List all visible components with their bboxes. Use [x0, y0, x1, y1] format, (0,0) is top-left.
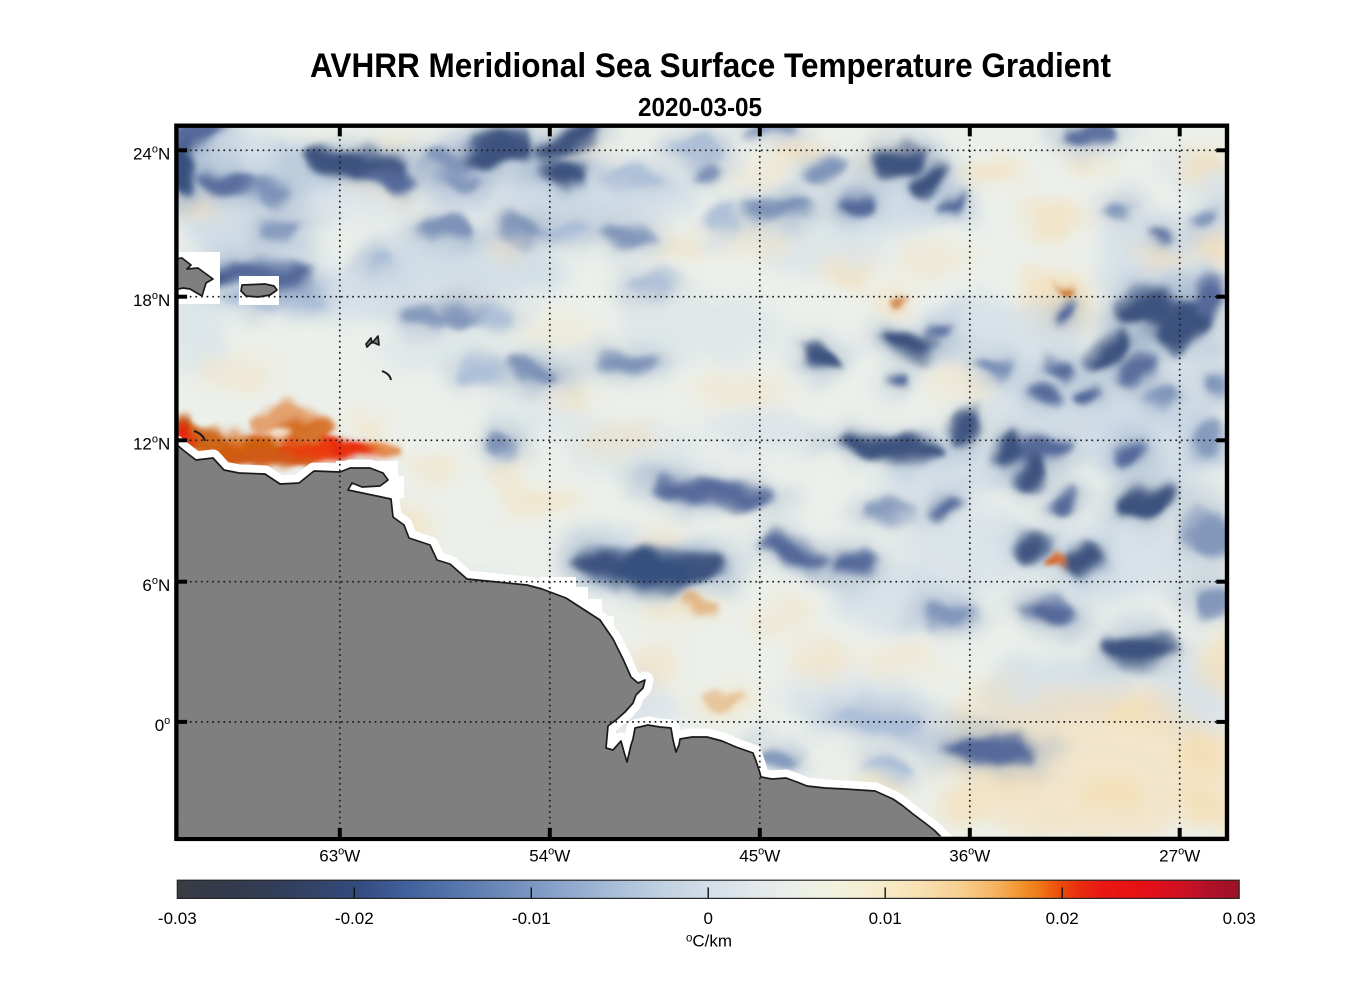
svg-text:45oW: 45oW [739, 846, 780, 866]
svg-text:27oW: 27oW [1159, 846, 1200, 866]
svg-text:0: 0 [703, 909, 712, 928]
svg-text:0.03: 0.03 [1223, 909, 1256, 928]
svg-text:-0.01: -0.01 [512, 909, 551, 928]
svg-text:-0.02: -0.02 [335, 909, 374, 928]
svg-text:-0.03: -0.03 [158, 909, 197, 928]
svg-text:2020-03-05: 2020-03-05 [638, 92, 762, 122]
svg-text:63oW: 63oW [319, 846, 360, 866]
svg-text:6oN: 6oN [142, 575, 170, 595]
svg-text:0.02: 0.02 [1046, 909, 1079, 928]
svg-text:24oN: 24oN [133, 144, 170, 164]
svg-text:AVHRR Meridional Sea Surface T: AVHRR Meridional Sea Surface Temperature… [310, 47, 1111, 85]
svg-text:36oW: 36oW [949, 846, 990, 866]
svg-text:12oN: 12oN [133, 434, 170, 454]
svg-text:0.01: 0.01 [869, 909, 902, 928]
svg-text:oC/km: oC/km [686, 932, 732, 951]
svg-text:54oW: 54oW [529, 846, 570, 866]
svg-text:18oN: 18oN [133, 290, 170, 310]
